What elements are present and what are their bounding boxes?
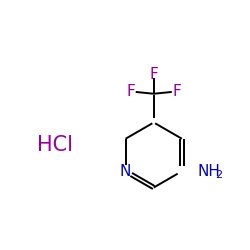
Text: F: F	[172, 84, 181, 99]
Text: NH: NH	[198, 164, 220, 179]
Text: 2: 2	[216, 170, 222, 180]
Text: F: F	[126, 84, 135, 99]
Text: N: N	[120, 164, 131, 179]
Text: F: F	[150, 67, 158, 82]
Text: HCl: HCl	[37, 135, 73, 155]
